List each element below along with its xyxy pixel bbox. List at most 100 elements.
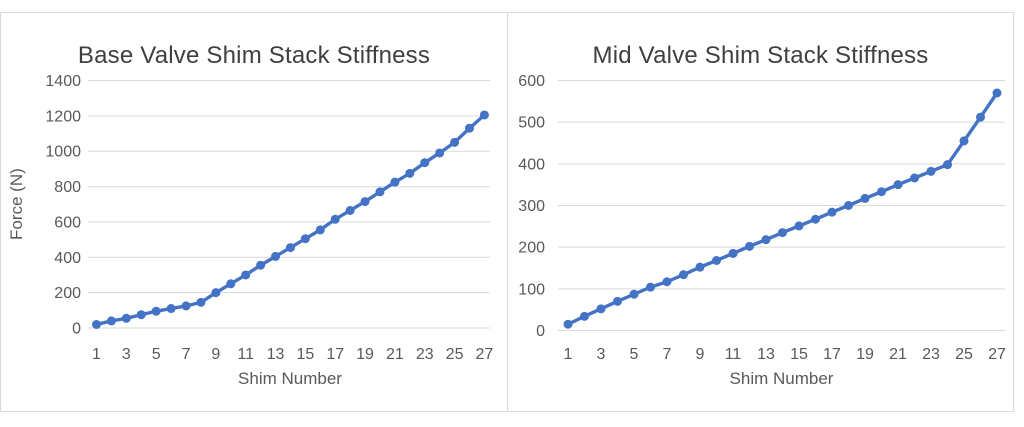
data-point-marker — [596, 304, 606, 314]
data-point-marker — [811, 214, 820, 224]
data-point-marker — [679, 270, 688, 280]
y-tick-label: 200 — [518, 240, 545, 257]
x-tick-label: 23 — [416, 346, 434, 363]
data-point-marker — [121, 313, 131, 323]
data-point-marker — [662, 277, 672, 287]
data-point-marker — [943, 160, 952, 170]
x-tick-label: 15 — [790, 346, 808, 363]
mid-valve-chart-panel: 0 100 200 300 400 500 600 1 3 5 7 9 11 13 15 17 19 21 23 25… — [508, 12, 1014, 412]
y-tick-label: 300 — [518, 198, 545, 215]
data-point-marker — [241, 270, 251, 280]
data-point-marker — [375, 187, 385, 197]
data-point-marker — [860, 193, 870, 203]
data-point-marker — [910, 173, 919, 183]
data-point-marker — [211, 288, 221, 298]
data-point-marker — [728, 248, 738, 258]
x-tick-label: 11 — [237, 346, 254, 363]
x-tick-label: 25 — [955, 346, 973, 363]
data-point-marker — [271, 251, 281, 261]
data-point-marker — [629, 289, 639, 299]
data-point-marker — [465, 123, 474, 133]
data-point-marker — [646, 282, 655, 292]
data-point-marker — [92, 319, 101, 329]
data-point-marker — [181, 301, 191, 311]
data-point-marker — [563, 319, 573, 329]
x-tick-label: 27 — [476, 346, 494, 363]
y-tick-label: 0 — [536, 323, 545, 340]
x-tick-label: 17 — [326, 346, 344, 363]
data-point-marker — [695, 262, 705, 272]
x-tick-label: 19 — [356, 346, 374, 363]
data-point-marker — [315, 225, 325, 235]
x-tick-label: 1 — [564, 346, 573, 363]
x-tick-label: 7 — [182, 346, 191, 363]
x-tick-label: 3 — [597, 346, 606, 363]
data-point-marker — [712, 256, 721, 265]
data-point-marker — [761, 235, 771, 245]
x-tick-label: 3 — [122, 346, 131, 363]
chart-title: Base Valve Shim Stack Stiffness — [77, 41, 431, 69]
data-point-marker — [420, 158, 430, 168]
data-point-marker — [778, 228, 787, 238]
x-tick-label: 25 — [446, 346, 464, 363]
y-tick-label: 400 — [518, 156, 545, 173]
data-point-marker — [330, 214, 340, 224]
series-line — [566, 91, 999, 326]
data-point-marker — [827, 207, 837, 217]
y-axis-title: Force (N) — [7, 168, 26, 240]
data-point-marker — [877, 187, 886, 197]
x-tick-label: 15 — [296, 346, 314, 363]
x-tick-label: 17 — [823, 346, 841, 363]
data-point-marker — [106, 316, 116, 326]
x-tick-label: 9 — [211, 346, 220, 363]
charts-frame: 0 200 400 600 800 1000 1200 1400 1 3 5 7 9 11 13 15 17 19… — [0, 12, 1014, 412]
y-tick-label: 500 — [518, 115, 545, 132]
x-tick-label: 27 — [988, 346, 1006, 363]
base-valve-chart-panel: 0 200 400 600 800 1000 1200 1400 1 3 5 7 9 11 13 15 17 19… — [0, 12, 508, 412]
x-tick-label: 13 — [757, 346, 775, 363]
y-tick-label: 600 — [54, 214, 81, 231]
y-tick-label: 1000 — [45, 144, 81, 161]
data-point-marker — [390, 177, 400, 187]
data-point-marker — [435, 148, 445, 158]
x-tick-label: 1 — [92, 346, 101, 363]
y-tick-label: 100 — [518, 281, 545, 298]
data-point-marker — [844, 201, 853, 210]
data-point-marker — [196, 297, 206, 307]
y-tick-label: 600 — [518, 73, 545, 90]
y-tick-label: 800 — [54, 179, 81, 196]
data-point-marker — [613, 296, 622, 306]
y-tick-label: 1200 — [45, 108, 81, 125]
data-point-marker — [580, 311, 589, 321]
data-point-marker — [300, 234, 310, 244]
data-point-marker — [926, 166, 936, 176]
x-tick-label: 9 — [696, 346, 705, 363]
data-point-marker — [745, 241, 754, 251]
x-tick-label: 5 — [630, 346, 639, 363]
x-tick-label: 21 — [889, 346, 907, 363]
data-point-marker — [226, 279, 236, 289]
data-point-marker — [959, 136, 969, 146]
data-point-marker — [345, 205, 355, 215]
data-point-marker — [285, 243, 295, 253]
y-tick-label: 400 — [54, 250, 81, 267]
data-point-marker — [794, 221, 804, 231]
data-point-marker — [450, 137, 460, 147]
data-point-marker — [360, 197, 370, 207]
y-tick-label: 0 — [72, 321, 81, 338]
y-tick-label: 200 — [54, 285, 81, 302]
data-point-marker — [136, 310, 146, 320]
data-point-marker — [976, 112, 985, 122]
x-axis-title: Shim Number — [729, 369, 834, 388]
x-tick-label: 11 — [725, 346, 742, 363]
x-tick-label: 23 — [922, 346, 940, 363]
chart-title: Mid Valve Shim Stack Stiffness — [592, 41, 929, 69]
data-point-marker — [992, 88, 1002, 98]
x-tick-label: 5 — [152, 346, 161, 363]
y-tick-label: 1400 — [45, 73, 81, 90]
x-tick-label: 19 — [856, 346, 874, 363]
data-point-marker — [151, 306, 161, 316]
data-point-marker — [479, 110, 489, 120]
